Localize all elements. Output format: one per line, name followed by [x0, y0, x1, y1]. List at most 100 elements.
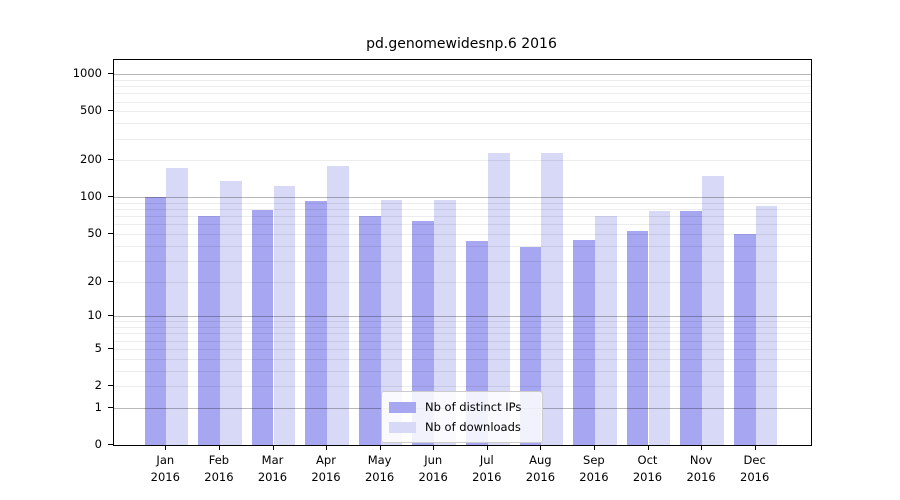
- legend: Nb of distinct IPs Nb of downloads: [381, 391, 543, 443]
- gridline-major: [114, 316, 811, 318]
- gridline-minor: [114, 386, 811, 387]
- gridline-minor: [114, 234, 811, 235]
- gridline-minor: [114, 160, 811, 162]
- x-tick: [433, 445, 435, 450]
- x-tick-label: Dec 2016: [740, 453, 770, 484]
- x-tick: [379, 445, 381, 450]
- y-tick: [108, 110, 113, 112]
- legend-item-distinct-ips: Nb of distinct IPs: [389, 397, 534, 417]
- bar-distinct-ips-nov: [680, 210, 703, 445]
- gridline-minor: [114, 111, 811, 113]
- y-tick: [108, 280, 113, 282]
- gridline-minor: [114, 327, 811, 329]
- bar-downloads-apr: [327, 165, 349, 445]
- bar-distinct-ips-may: [358, 216, 381, 445]
- x-tick-label: Feb 2016: [204, 453, 234, 484]
- gridline-minor: [114, 79, 811, 81]
- y-tick-label: 500: [80, 103, 102, 118]
- y-tick: [108, 233, 113, 234]
- x-tick: [540, 445, 542, 450]
- x-tick: [701, 445, 703, 450]
- gridline-minor: [114, 260, 811, 262]
- gridline-minor: [114, 245, 811, 247]
- x-tick-label: Nov 2016: [686, 453, 716, 484]
- x-tick-label: Apr 2016: [311, 453, 341, 484]
- bar-downloads-dec: [755, 206, 778, 445]
- x-tick: [647, 445, 649, 450]
- bar-distinct-ips-feb: [198, 216, 220, 445]
- y-tick-label: 1: [94, 399, 102, 414]
- x-tick: [593, 445, 595, 450]
- bar-distinct-ips-sep: [573, 239, 595, 445]
- x-tick-label: Jul 2016: [472, 453, 502, 484]
- y-tick: [108, 159, 113, 161]
- bar-distinct-ips-apr: [305, 201, 327, 445]
- gridline-minor: [114, 202, 811, 204]
- x-tick: [486, 445, 488, 450]
- gridline-minor: [114, 348, 811, 350]
- legend-label-distinct-ips: Nb of distinct IPs: [425, 400, 522, 414]
- x-tick-label: Jan 2016: [150, 453, 180, 484]
- bar-downloads-feb: [219, 181, 242, 445]
- x-tick-label: Sep 2016: [579, 453, 609, 484]
- x-tick: [218, 445, 220, 450]
- x-tick: [272, 445, 274, 450]
- gridline-minor: [114, 333, 811, 335]
- x-tick: [165, 445, 167, 450]
- bar-downloads-mar: [273, 186, 296, 445]
- y-tick: [108, 315, 113, 317]
- bar-downloads-may: [380, 200, 403, 445]
- gridline-minor: [114, 93, 811, 95]
- x-tick: [754, 445, 756, 450]
- x-tick-label: May 2016: [364, 453, 395, 484]
- gridline-minor: [114, 358, 811, 360]
- gridline-minor: [114, 281, 811, 283]
- bar-distinct-ips-jun: [412, 221, 435, 445]
- gridline-minor: [114, 321, 811, 323]
- gridline-minor: [114, 101, 811, 103]
- legend-item-downloads: Nb of downloads: [389, 417, 534, 437]
- y-tick-label: 20: [87, 273, 102, 288]
- bar-downloads-jul: [487, 152, 510, 445]
- y-tick-label: 200: [80, 152, 102, 167]
- bar-distinct-ips-dec: [733, 234, 756, 445]
- bar-downloads-aug: [541, 152, 564, 445]
- x-tick-label: Oct 2016: [632, 453, 663, 484]
- bar-downloads-oct: [648, 210, 671, 445]
- chart-title: pd.genomewidesnp.6 2016: [366, 36, 557, 52]
- x-tick: [326, 445, 327, 450]
- y-tick: [108, 196, 113, 198]
- y-tick-label: 5: [94, 340, 102, 355]
- x-tick-label: Mar 2016: [257, 453, 288, 484]
- plot-area: Nb of distinct IPs Nb of downloads: [113, 59, 812, 446]
- y-tick-label: 100: [80, 189, 102, 204]
- y-tick-label: 50: [87, 226, 102, 240]
- gridline-minor: [114, 216, 811, 218]
- x-tick-label: Jun 2016: [418, 453, 448, 484]
- y-tick: [108, 406, 113, 408]
- y-tick: [108, 385, 113, 386]
- y-tick: [108, 444, 113, 445]
- gridline-major: [114, 74, 811, 76]
- y-tick-label: 2: [94, 378, 102, 392]
- bar-downloads-jan: [166, 168, 189, 445]
- bar-distinct-ips-jan: [144, 197, 167, 445]
- bar-downloads-sep: [594, 216, 617, 445]
- bar-downloads-jun: [434, 200, 456, 445]
- y-tick-label: 10: [87, 308, 102, 323]
- bar-downloads-nov: [702, 175, 724, 445]
- gridline-minor: [114, 138, 811, 140]
- y-tick-label: 0: [94, 437, 102, 451]
- y-tick: [108, 73, 113, 75]
- gridline-minor: [114, 123, 811, 125]
- legend-swatch-distinct-ips: [389, 401, 416, 413]
- gridline-minor: [114, 224, 811, 226]
- bar-distinct-ips-oct: [626, 231, 649, 445]
- gridline-minor: [114, 370, 811, 372]
- gridline-major: [114, 197, 811, 199]
- gridline-minor: [114, 86, 811, 88]
- gridline-minor: [114, 340, 811, 342]
- bar-distinct-ips-mar: [251, 209, 274, 445]
- x-tick-label: Aug 2016: [525, 453, 556, 484]
